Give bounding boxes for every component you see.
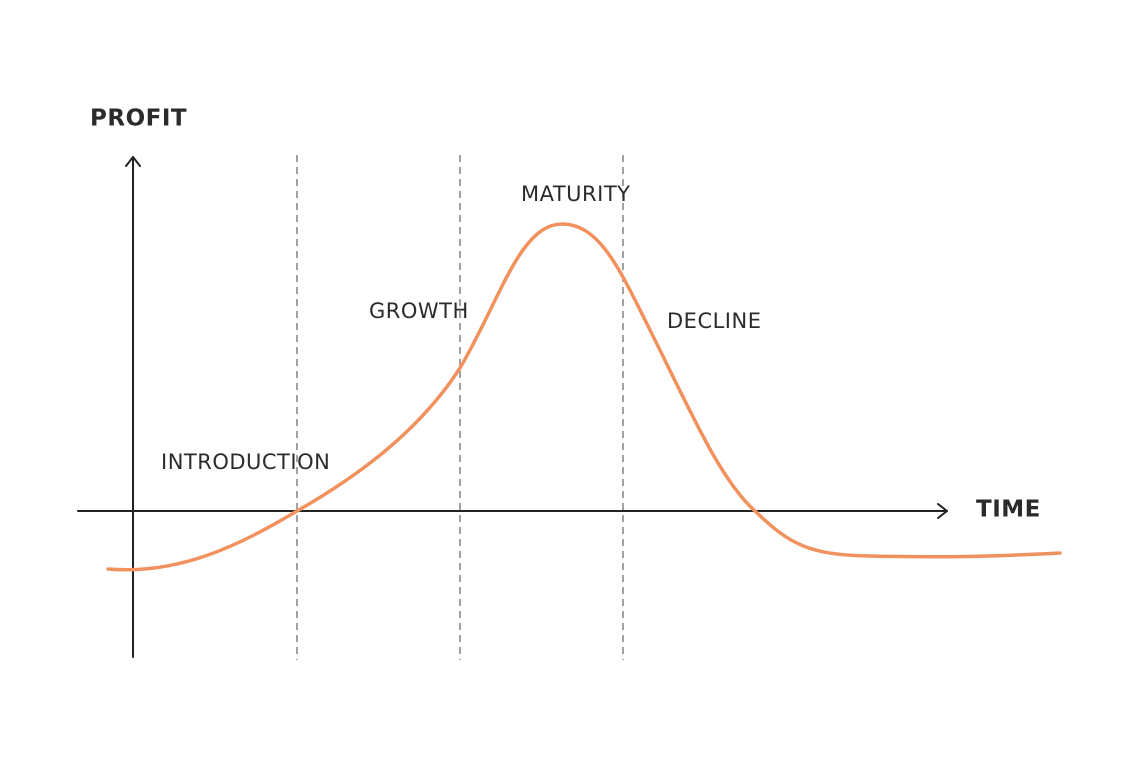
- stage-label: MATURITY: [521, 182, 631, 206]
- stage-label: DECLINE: [667, 309, 761, 333]
- y-axis-label: PROFIT: [90, 106, 187, 132]
- stage-dividers: [296, 155, 624, 660]
- life-cycle-curve: [106, 222, 1062, 572]
- stage-label: INTRODUCTION: [161, 450, 330, 474]
- stage-label: GROWTH: [369, 299, 469, 323]
- axes: [77, 156, 948, 658]
- x-axis-label: TIME: [976, 497, 1041, 523]
- y-axis-arrow: [125, 156, 141, 167]
- x-axis-arrow: [937, 503, 948, 519]
